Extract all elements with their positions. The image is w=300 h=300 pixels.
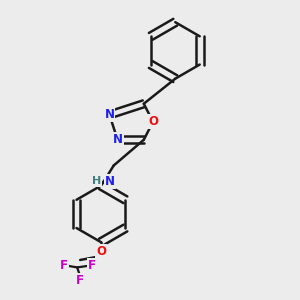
Text: F: F: [60, 260, 68, 272]
Text: O: O: [148, 115, 158, 128]
Text: O: O: [96, 245, 106, 258]
Text: N: N: [105, 175, 115, 188]
Text: N: N: [112, 133, 123, 146]
Text: F: F: [76, 274, 84, 287]
Text: F: F: [88, 260, 96, 272]
Text: N: N: [104, 108, 115, 122]
Text: H: H: [92, 176, 101, 186]
